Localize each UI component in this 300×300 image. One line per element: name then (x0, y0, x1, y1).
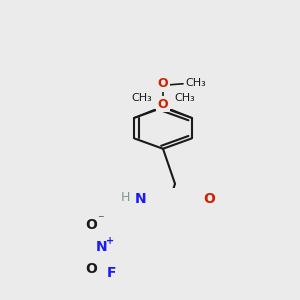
Text: O: O (158, 77, 168, 90)
Text: O: O (157, 98, 168, 111)
Text: O: O (85, 262, 98, 276)
Text: H: H (120, 191, 130, 204)
Text: N: N (135, 192, 147, 206)
Text: O: O (85, 218, 98, 232)
Text: N: N (96, 240, 107, 254)
Text: O: O (158, 98, 169, 111)
Text: CH₃: CH₃ (186, 77, 206, 88)
Text: CH₃: CH₃ (174, 93, 195, 103)
Text: F: F (106, 266, 116, 280)
Text: CH₃: CH₃ (131, 93, 152, 103)
Text: +: + (106, 236, 114, 246)
Text: O: O (203, 192, 215, 206)
Text: ⁻: ⁻ (97, 213, 104, 226)
